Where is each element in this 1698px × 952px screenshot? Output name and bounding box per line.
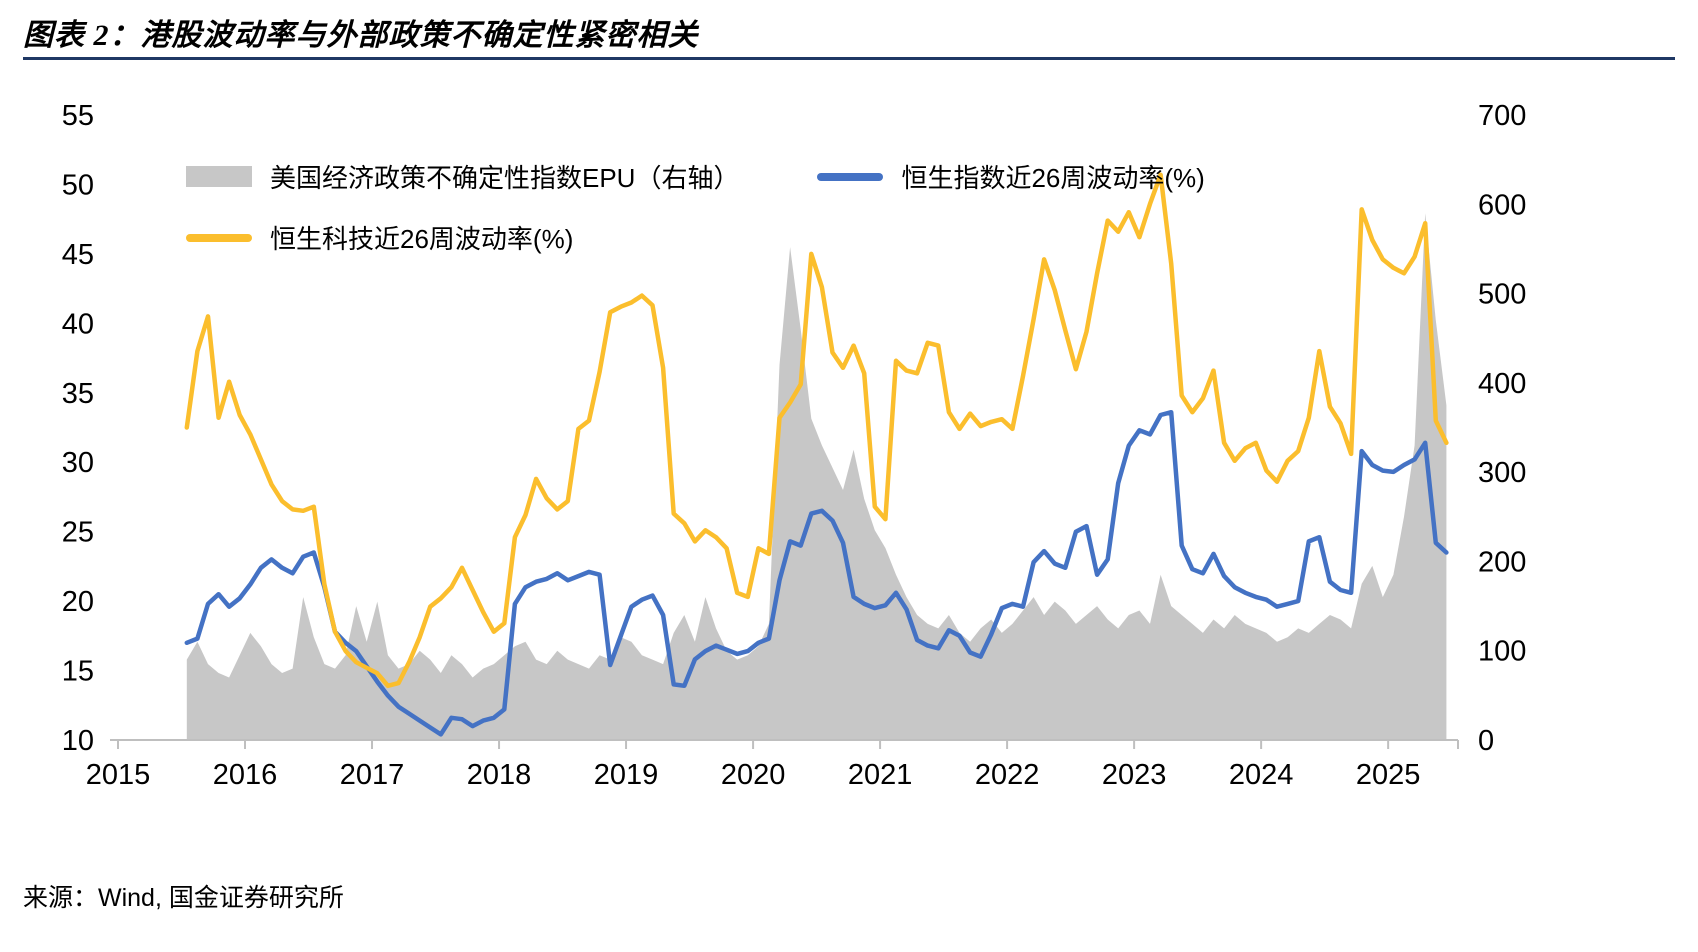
svg-text:600: 600: [1478, 189, 1526, 221]
svg-text:20: 20: [62, 586, 94, 618]
title-divider: [23, 57, 1675, 60]
legend-label-hsi: 恒生指数近26周波动率(%): [901, 163, 1205, 193]
svg-text:55: 55: [62, 100, 94, 132]
svg-text:200: 200: [1478, 546, 1526, 578]
svg-text:100: 100: [1478, 636, 1526, 668]
svg-text:700: 700: [1478, 100, 1526, 132]
svg-text:45: 45: [62, 239, 94, 271]
epu-area-swatch: [186, 166, 252, 187]
svg-text:2022: 2022: [975, 759, 1040, 791]
svg-text:15: 15: [62, 656, 94, 688]
svg-text:2021: 2021: [848, 759, 913, 791]
chart-title: 图表 2：港股波动率与外部政策不确定性紧密相关: [23, 19, 699, 52]
svg-text:2020: 2020: [721, 759, 786, 791]
svg-text:2018: 2018: [467, 759, 532, 791]
legend-label-tech: 恒生科技近26周波动率(%): [270, 224, 574, 254]
svg-text:35: 35: [62, 378, 94, 410]
svg-text:2023: 2023: [1102, 759, 1167, 791]
svg-text:30: 30: [62, 447, 94, 479]
svg-text:2025: 2025: [1356, 759, 1421, 791]
svg-text:2015: 2015: [86, 759, 151, 791]
chart-legend: 美国经济政策不确定性指数EPU（右轴） 恒生指数近26周波动率(%) 恒生科技近…: [186, 158, 1436, 256]
volatility-chart: 2015 2016 2017 2018 2019 2020 2021 2022 2023 2024…: [62, 100, 1527, 791]
svg-text:0: 0: [1478, 725, 1494, 757]
svg-text:2017: 2017: [340, 759, 405, 791]
source-note: 来源：Wind, 国金证券研究所: [23, 884, 344, 912]
svg-text:2016: 2016: [213, 759, 278, 791]
legend-row-2: 恒生科技近26周波动率(%): [186, 219, 1436, 256]
legend-item-tech: 恒生科技近26周波动率(%): [186, 219, 573, 256]
legend-row-1: 美国经济政策不确定性指数EPU（右轴） 恒生指数近26周波动率(%): [186, 158, 1436, 195]
svg-text:10: 10: [62, 725, 94, 757]
svg-text:50: 50: [62, 169, 94, 201]
svg-text:2019: 2019: [594, 759, 659, 791]
chart-area: 2015 2016 2017 2018 2019 2020 2021 2022 2023 2024…: [0, 60, 1698, 860]
tech-line-swatch: [186, 233, 252, 242]
svg-text:400: 400: [1478, 368, 1526, 400]
legend-item-epu: 美国经济政策不确定性指数EPU（右轴）: [186, 158, 739, 195]
legend-label-epu: 美国经济政策不确定性指数EPU（右轴）: [270, 163, 740, 193]
hsi-line-swatch: [817, 172, 884, 181]
svg-text:500: 500: [1478, 279, 1526, 311]
svg-text:40: 40: [62, 308, 94, 340]
svg-text:300: 300: [1478, 457, 1526, 489]
legend-item-hsi: 恒生指数近26周波动率(%): [817, 158, 1205, 195]
svg-text:25: 25: [62, 517, 94, 549]
svg-text:2024: 2024: [1229, 759, 1294, 791]
